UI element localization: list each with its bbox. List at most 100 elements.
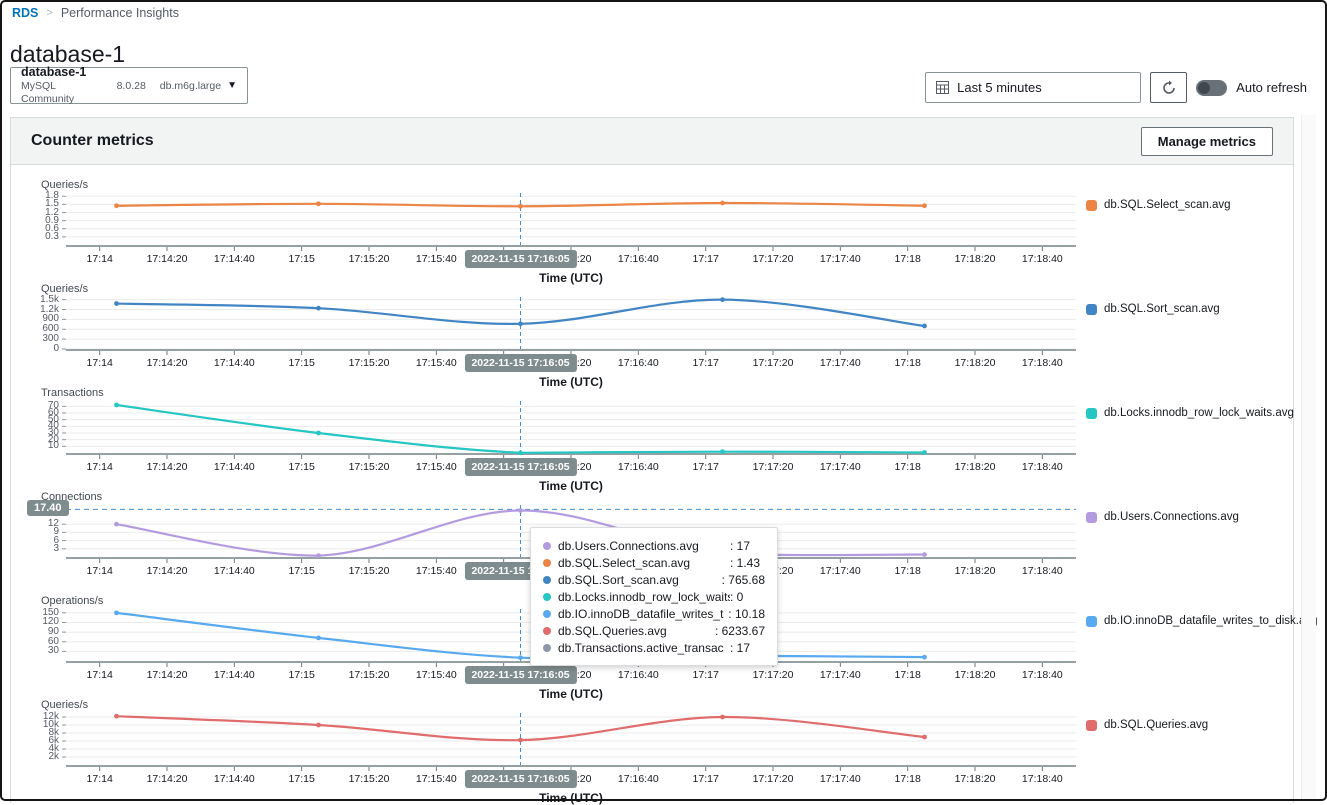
x-axis-tick-label: 17:18	[894, 669, 921, 681]
breadcrumb-rds-link[interactable]: RDS	[12, 6, 39, 20]
refresh-button[interactable]	[1150, 72, 1188, 103]
x-axis-tick-label: 17:18:40	[1021, 357, 1063, 369]
chart-legend: db.SQL.Select_scan.avg	[1086, 199, 1231, 211]
page-title: database-1	[10, 41, 126, 68]
chart-plot[interactable]	[62, 297, 1076, 355]
database-selector-text: database-1 MySQL Community 8.0.28 db.m6g…	[21, 65, 221, 107]
x-axis-tick-label: 17:15:40	[415, 669, 457, 681]
vertical-scrollbar-track[interactable]	[1301, 115, 1316, 799]
y-axis-tick-label: 0	[53, 343, 59, 354]
x-axis-tick-label: 17:17:40	[819, 253, 861, 265]
x-axis-tick-label: 17:15	[288, 461, 315, 473]
x-axis-tick-label: 17:14:40	[213, 669, 255, 681]
tooltip-metric-name: db.IO.innoDB_datafile_writes_t	[558, 606, 724, 621]
x-axis-tick-label: 17:15:20	[348, 357, 390, 369]
chart-plot[interactable]	[62, 713, 1076, 771]
tooltip-row: db.Transactions.active_transac: 17	[543, 639, 765, 656]
x-axis-tick-label: 17:17:20	[752, 461, 794, 473]
x-axis-tick-label: 17:17:40	[819, 565, 861, 577]
time-range-selector[interactable]: Last 5 minutes	[925, 72, 1142, 103]
y-axis-tick-label: 90	[47, 626, 59, 638]
counter-metric-chart-2: Transactions 70 60 50 40 30 20 10 17:14 17:14:20 1…	[11, 387, 1294, 493]
legend-swatch-icon	[1086, 407, 1097, 419]
x-axis-tick-label: 17:17:20	[752, 357, 794, 369]
x-axis-tick-label: 17:17:40	[819, 461, 861, 473]
x-axis-tick-label: 17:15:20	[348, 461, 390, 473]
counter-metrics-panel: Counter metrics Manage metrics Queries/s…	[10, 117, 1318, 805]
database-selector-dropdown[interactable]: database-1 MySQL Community 8.0.28 db.m6g…	[10, 65, 248, 107]
y-axis-tick-label: 2k	[48, 751, 59, 762]
x-axis-tick-label: 17:14:20	[146, 461, 188, 473]
tooltip-metric-name: db.Locks.innodb_row_lock_waits	[558, 589, 730, 604]
x-axis-tick-label: 17:14:20	[146, 773, 188, 785]
x-axis-tick-label: 17:18	[894, 253, 921, 265]
chart-legend: db.SQL.Sort_scan.avg	[1086, 303, 1220, 315]
x-axis-title: Time (UTC)	[539, 271, 603, 285]
chart-legend: db.SQL.Queries.avg	[1086, 719, 1208, 731]
chart-hover-tooltip: db.Users.Connections.avg: 17 db.SQL.Selec…	[530, 527, 778, 666]
tooltip-row: db.SQL.Sort_scan.avg: 765.68	[543, 571, 765, 588]
y-axis-tick-label: 6	[53, 534, 59, 546]
y-axis-tick-label: 1.2k	[40, 303, 59, 315]
tooltip-metric-value: : 10.18	[728, 606, 765, 621]
legend-swatch-icon	[1086, 615, 1097, 627]
y-axis-tick-label: 40	[47, 420, 59, 432]
chart-plot[interactable]	[62, 193, 1076, 251]
x-axis-tick-label: 17:15:40	[415, 253, 457, 265]
tooltip-metric-name: db.Users.Connections.avg	[558, 538, 699, 553]
x-axis-tick-label: 17:14	[86, 565, 113, 577]
tooltip-metric-value: : 17	[730, 640, 751, 655]
x-axis-tick-label: 17:14:40	[213, 253, 255, 265]
x-axis-tick-label: 17:17:20	[752, 669, 794, 681]
chart-unit-label: Operations/s	[41, 595, 104, 607]
x-axis-tick-label: 17:18:40	[1021, 773, 1063, 785]
x-axis-tick-label: 17:18:20	[954, 669, 996, 681]
x-axis-tick-label: 17:17	[692, 669, 719, 681]
x-axis-tick-label: 17:14	[86, 357, 113, 369]
x-axis-tick-label: 17:14:20	[146, 253, 188, 265]
y-axis-tick-label: 600	[42, 323, 59, 335]
x-axis-tick-label: 17:14:40	[213, 565, 255, 577]
panel-title: Counter metrics	[31, 132, 154, 149]
y-axis-tick-label: 3	[53, 542, 59, 554]
y-axis-tick-label: 12k	[42, 711, 59, 722]
cursor-date-badge: 2022-11-15 17:16:05	[464, 458, 577, 476]
x-axis-tick-label: 17:17	[692, 357, 719, 369]
x-axis-tick-label: 17:14:40	[213, 773, 255, 785]
tooltip-metric-value: : 6233.67	[714, 623, 765, 638]
series-color-dot-icon	[543, 541, 551, 550]
x-axis-tick-label: 17:17	[692, 773, 719, 785]
y-axis-tick-label: 60	[47, 407, 59, 418]
x-axis-tick-label: 17:16:40	[617, 669, 659, 681]
x-axis-tick-label: 17:15:20	[348, 669, 390, 681]
x-axis-tick-label: 17:15:20	[348, 253, 390, 265]
x-axis-tick-label: 17:17:40	[819, 669, 861, 681]
x-axis-tick-label: 17:14	[86, 773, 113, 785]
time-range-value: Last 5 minutes	[957, 80, 1042, 95]
counter-metric-chart-4: Operations/s 150 120 90 60 30 17:14 17:14:20 17:…	[11, 595, 1318, 701]
x-axis-tick-label: 17:16:40	[617, 461, 659, 473]
y-axis-tick-label: 70	[47, 400, 59, 412]
x-axis-title: Time (UTC)	[539, 375, 603, 389]
tooltip-row: db.IO.innoDB_datafile_writes_t : 10.18	[543, 605, 765, 622]
auto-refresh-label: Auto refresh	[1236, 80, 1307, 95]
y-axis-tick-label: 10k	[42, 719, 59, 730]
manage-metrics-button[interactable]: Manage metrics	[1140, 126, 1273, 156]
x-axis-tick-label: 17:15	[288, 669, 315, 681]
tooltip-metric-value: : 765.68	[721, 572, 765, 587]
series-color-dot-icon	[543, 626, 551, 635]
chart-legend: db.Locks.innodb_row_lock_waits.avg	[1086, 407, 1294, 419]
auto-refresh-toggle[interactable]	[1196, 79, 1228, 96]
x-axis-tick-label: 17:15	[288, 357, 315, 369]
chevron-down-icon: ▼	[227, 80, 237, 91]
x-axis-tick-label: 17:18:40	[1021, 253, 1063, 265]
chart-plot[interactable]	[62, 401, 1076, 459]
chart-unit-label: Transactions	[41, 387, 104, 399]
x-axis-tick-label: 17:18:20	[954, 461, 996, 473]
y-axis-tick-label: 1.2	[45, 206, 59, 218]
legend-swatch-icon	[1086, 719, 1097, 731]
y-axis-tick-label: 60	[47, 635, 59, 647]
counter-metric-chart-1: Queries/s 1.5k 1.2k 900 600 300 0 17:14 17:14:20…	[11, 283, 1293, 389]
series-color-dot-icon	[543, 575, 551, 584]
y-axis-tick-label: 0.6	[45, 222, 59, 234]
